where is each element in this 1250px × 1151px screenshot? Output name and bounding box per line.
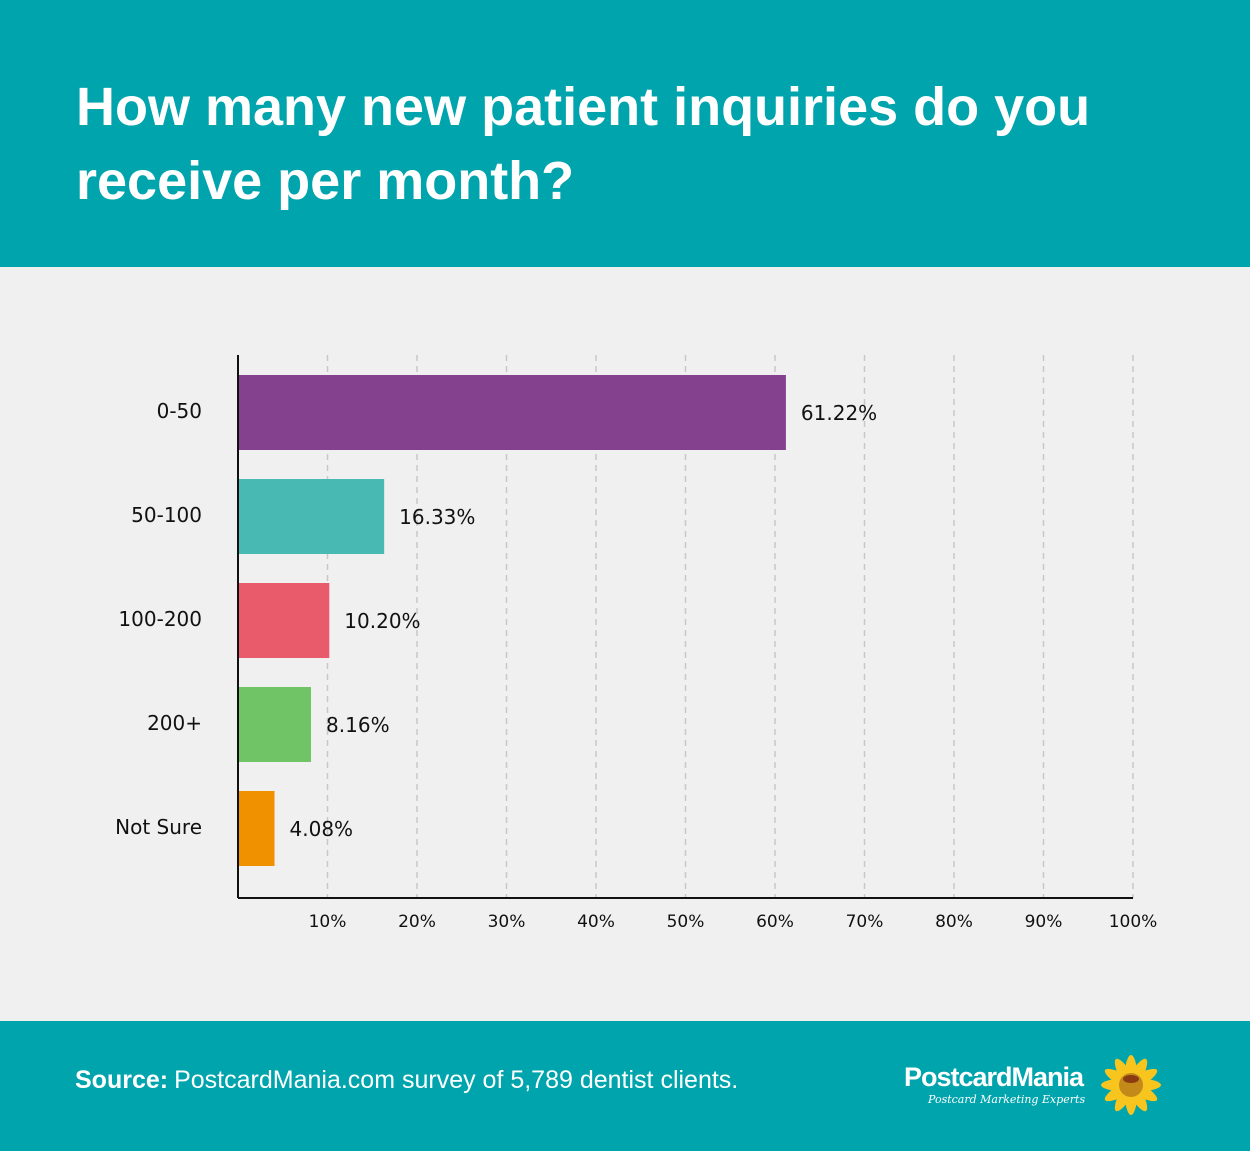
header-banner: How many new patient inquiries do you re… xyxy=(0,0,1250,267)
x-tick-label: 20% xyxy=(398,912,436,932)
source-label: Source: xyxy=(75,1066,169,1094)
x-tick-label: 70% xyxy=(846,912,884,932)
page-title: How many new patient inquiries do you re… xyxy=(76,77,1091,211)
bar-chart: 10% 20% 30% 40% 50% 60% 70% 80% 90% 100% 61.22% 0-5… xyxy=(115,355,1158,932)
footer-banner xyxy=(0,1021,1250,1151)
category-label: 100-200 xyxy=(118,607,202,631)
x-tick-label: 80% xyxy=(935,912,973,932)
source-text: PostcardMania.com survey of 5,789 dentis… xyxy=(174,1066,739,1094)
x-tick-label: 50% xyxy=(667,912,705,932)
data-label: 61.22% xyxy=(801,401,877,425)
x-tick-label: 60% xyxy=(756,912,794,932)
data-label: 16.33% xyxy=(399,505,475,529)
logo-name: PostcardMania xyxy=(904,1062,1084,1092)
bar xyxy=(238,583,330,658)
postcardmania-logo: PostcardMania Postcard Marketing Experts xyxy=(904,1062,1085,1106)
data-label: 8.16% xyxy=(326,713,390,737)
x-tick-label: 90% xyxy=(1025,912,1063,932)
category-label: 200+ xyxy=(147,711,202,735)
logo-tagline: Postcard Marketing Experts xyxy=(928,1093,1086,1106)
source-note: Source: PostcardMania.com survey of 5,789… xyxy=(75,1066,738,1095)
data-label: 4.08% xyxy=(290,817,354,841)
sunflower-icon xyxy=(1101,1055,1161,1115)
bar xyxy=(238,479,385,554)
category-label: Not Sure xyxy=(115,815,202,839)
bar xyxy=(238,687,312,762)
x-tick-label: 100% xyxy=(1109,912,1158,932)
bar xyxy=(238,375,786,450)
data-label: 10.20% xyxy=(344,609,420,633)
bar xyxy=(238,791,275,866)
x-tick-label: 30% xyxy=(488,912,526,932)
x-tick-label: 40% xyxy=(577,912,615,932)
category-label: 0-50 xyxy=(157,399,202,423)
x-tick-label: 10% xyxy=(309,912,347,932)
category-label: 50-100 xyxy=(131,503,202,527)
